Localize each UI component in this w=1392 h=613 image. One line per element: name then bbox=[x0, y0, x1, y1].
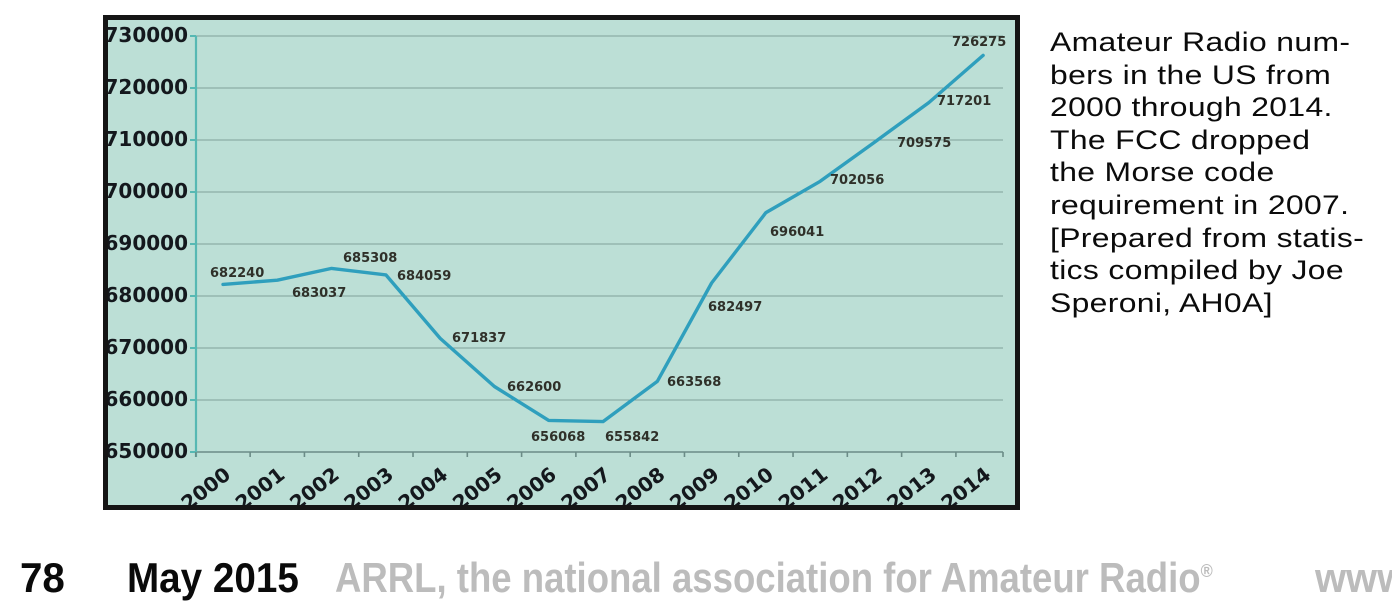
x-axis-tick-label: 2003 bbox=[339, 462, 398, 505]
caption-line: Amateur Radio num- bbox=[1050, 27, 1351, 57]
x-axis-tick-label: 2014 bbox=[936, 462, 995, 505]
data-point-label: 726275 bbox=[952, 35, 1006, 50]
y-axis-tick-label: 710000 bbox=[108, 127, 188, 151]
caption-line: requirement in 2007. bbox=[1050, 189, 1350, 220]
data-point-label: 671837 bbox=[452, 331, 506, 346]
trend-line bbox=[221, 53, 985, 424]
data-point-label: 682497 bbox=[708, 300, 762, 315]
data-point-label: 709575 bbox=[897, 136, 951, 151]
caption-line: bers in the US from bbox=[1050, 59, 1332, 90]
data-point-label: 685308 bbox=[343, 251, 397, 266]
x-axis-tick-label: 2013 bbox=[882, 462, 941, 505]
y-axis-tick-label: 730000 bbox=[108, 23, 188, 47]
y-axis-tick-label: 720000 bbox=[108, 75, 188, 99]
x-axis-tick-label: 2001 bbox=[231, 462, 290, 505]
figure-caption: Amateur Radio num-bers in the US from 200… bbox=[1050, 26, 1364, 319]
x-axis-tick-label: 2004 bbox=[394, 462, 453, 505]
caption-line: 2000 through 2014. bbox=[1050, 92, 1333, 123]
page-number: 78 bbox=[20, 554, 65, 601]
data-point-label: 717201 bbox=[937, 94, 991, 109]
data-point-label: 702056 bbox=[830, 173, 884, 188]
caption-line: [Prepared from statis- bbox=[1050, 222, 1365, 253]
x-axis-tick-label: 2012 bbox=[828, 462, 887, 505]
x-axis-tick-label: 2008 bbox=[611, 462, 670, 505]
data-point-label: 663568 bbox=[667, 375, 721, 390]
data-point-label: 662600 bbox=[507, 380, 561, 395]
y-axis-tick-label: 670000 bbox=[108, 335, 188, 359]
caption-line: The FCC dropped bbox=[1050, 124, 1311, 155]
data-point-label: 682240 bbox=[210, 266, 264, 281]
x-axis-tick-label: 2007 bbox=[556, 462, 615, 505]
caption-line: Speroni, AH0A] bbox=[1050, 287, 1273, 318]
x-axis-tick-label: 2010 bbox=[719, 462, 778, 505]
issue-date: May 2015 bbox=[127, 554, 299, 601]
data-point-label: 655842 bbox=[605, 430, 659, 445]
caption-line: the Morse code bbox=[1050, 157, 1275, 188]
y-axis-tick-label: 660000 bbox=[108, 387, 188, 411]
y-axis-tick-label: 690000 bbox=[108, 231, 188, 255]
x-axis-tick-label: 2005 bbox=[448, 462, 507, 505]
footer-url-fragment: www bbox=[1315, 554, 1392, 601]
y-axis-tick-label: 680000 bbox=[108, 283, 188, 307]
x-axis-tick-label: 2006 bbox=[502, 462, 561, 505]
x-axis-tick-label: 2000 bbox=[176, 462, 235, 505]
caption-line: tics compiled by Joe bbox=[1050, 255, 1344, 286]
data-point-label: 696041 bbox=[770, 225, 824, 240]
data-point-label: 656068 bbox=[531, 430, 585, 445]
publisher-text: ARRL, the national association for Amate… bbox=[335, 554, 1201, 601]
x-axis-tick-label: 2011 bbox=[774, 462, 833, 505]
data-point-label: 683037 bbox=[292, 286, 346, 301]
data-point-label: 684059 bbox=[397, 269, 451, 284]
page-footer: 78 May 2015 ARRL, the national associati… bbox=[0, 557, 1392, 613]
line-chart: 650000 660000 670000 680000 690000 700000 7100… bbox=[108, 23, 1006, 505]
y-axis-tick-label: 700000 bbox=[108, 179, 188, 203]
publisher-tagline: ARRL, the national association for Amate… bbox=[335, 557, 1213, 599]
registered-trademark-symbol: ® bbox=[1200, 561, 1213, 582]
x-axis-tick-label: 2009 bbox=[665, 462, 724, 505]
y-axis-tick-label: 650000 bbox=[108, 439, 188, 463]
x-axis-tick-label: 2002 bbox=[285, 462, 344, 505]
license-trend-chart-figure: 650000 660000 670000 680000 690000 700000 7100… bbox=[103, 15, 1020, 510]
